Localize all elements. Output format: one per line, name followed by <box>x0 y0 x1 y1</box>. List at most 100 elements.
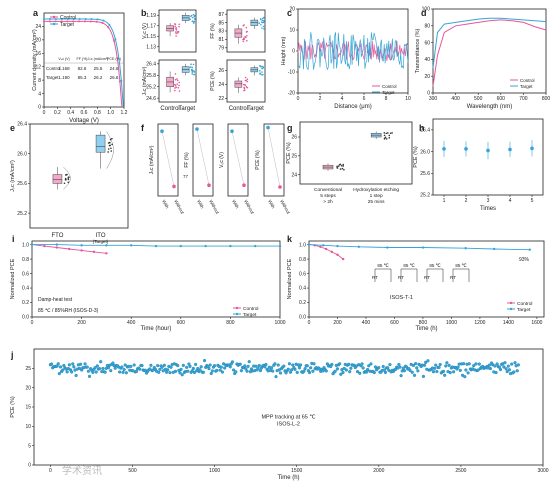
mpp-point <box>495 362 499 366</box>
mpp-point <box>201 370 206 374</box>
legend-target: Target <box>517 307 531 313</box>
legend-control: Control <box>60 15 76 21</box>
x-tick-label: 700 <box>519 96 528 102</box>
point-control <box>178 23 181 26</box>
point-target <box>259 69 261 72</box>
mpp-point <box>297 366 302 370</box>
jv-point <box>107 26 110 29</box>
cycle-step <box>400 268 418 282</box>
mpp-point <box>176 363 180 368</box>
x-tick-label: 1000 <box>446 320 457 326</box>
x-tick-label: 1400 <box>503 320 514 326</box>
y-tick-label: 100 <box>422 7 431 13</box>
mpp-point <box>472 364 476 368</box>
x-axis-label: Times <box>480 206 496 212</box>
legend-marker-control <box>235 306 239 310</box>
with-point <box>160 129 164 133</box>
x-tick-label: 0.6 <box>81 110 88 116</box>
point-control <box>246 39 248 42</box>
mpp-point <box>398 365 402 369</box>
mpp-point <box>506 364 510 368</box>
point-group <box>388 134 391 137</box>
x-category: Target <box>178 106 195 112</box>
mpp-point <box>434 363 438 367</box>
mpp-point <box>87 374 92 378</box>
x-tick-label: 0.2 <box>54 110 61 116</box>
point-target <box>262 17 264 20</box>
y-tick-label: 8 <box>38 78 41 84</box>
jv-point <box>96 18 99 21</box>
y-tick-label: 25 <box>25 366 31 372</box>
method-note: Conventional <box>314 187 342 193</box>
without-point <box>172 184 176 189</box>
point-ito <box>109 138 112 141</box>
point-target <box>260 65 262 68</box>
y-axis-label: Normalized PCE <box>287 258 293 299</box>
transmittance-target <box>432 17 547 68</box>
mpp-point <box>191 366 195 371</box>
y-tick-label: 15 <box>25 405 31 411</box>
mpp-point <box>467 362 471 366</box>
y-axis-label: Transmittance (%) <box>415 28 421 73</box>
table-cell: 1.168 <box>58 66 70 71</box>
paired-link <box>196 128 210 186</box>
mean-point <box>486 148 490 153</box>
mpp-point <box>231 368 236 372</box>
x-tick-label: 500 <box>128 468 137 474</box>
plot-frame <box>432 8 547 94</box>
mpp-point <box>287 362 292 366</box>
cycling-point <box>336 253 339 256</box>
mean-point <box>442 147 446 151</box>
retention-label: 93% <box>519 257 530 263</box>
legend-marker-control <box>52 15 56 19</box>
mpp-point <box>95 364 99 368</box>
mpp-point <box>149 363 153 367</box>
x-category: Control <box>160 106 179 112</box>
point-control <box>178 90 181 92</box>
mpp-point <box>463 375 467 379</box>
mpp-point <box>156 364 160 368</box>
mpp-point <box>377 366 381 370</box>
paired-link <box>161 131 175 187</box>
point-group <box>337 165 340 167</box>
mpp-point <box>295 370 299 375</box>
mpp-point <box>516 363 520 367</box>
y-tick-label: 20 <box>289 7 295 13</box>
point-group <box>385 138 388 140</box>
y-tick-label: 0.4 <box>22 286 29 292</box>
point-target <box>189 18 192 20</box>
mpp-point <box>94 370 98 374</box>
x-tick-label: 1 <box>443 198 446 204</box>
y-axis-label: FF (%) <box>210 23 216 39</box>
point-control <box>174 31 177 33</box>
mpp-point <box>412 373 417 377</box>
mpp-point <box>220 370 225 374</box>
x-tick-label: 4 <box>341 96 344 102</box>
table-row-name: Control <box>46 66 61 71</box>
mpp-point <box>124 371 128 375</box>
mpp-point <box>180 373 184 377</box>
point-control <box>246 35 248 37</box>
y-tick-label: 10 <box>25 424 31 430</box>
mpp-point <box>77 366 82 371</box>
y-axis-label: Jₛc (mA/cm²) <box>10 160 16 192</box>
y-tick-label: 25.2 <box>146 84 156 90</box>
mpp-point <box>57 372 61 376</box>
paired-link <box>231 131 245 186</box>
y-tick-label: 20 <box>35 38 41 44</box>
x-category: FTO <box>51 233 63 239</box>
y-tick-label: 1.15 <box>146 34 156 40</box>
mpp-point <box>113 366 117 370</box>
mpp-point <box>411 363 415 368</box>
y-axis-label: PCE (%) <box>413 146 419 168</box>
point-group <box>342 163 344 166</box>
point-control <box>246 30 249 33</box>
jv-point <box>72 18 75 21</box>
x-axis-label: Distance (μm) <box>334 104 371 110</box>
mpp-point <box>215 368 219 373</box>
mpp-point <box>134 369 139 374</box>
y-tick-label: 24 <box>35 24 41 30</box>
paired-link <box>267 127 281 188</box>
y-tick-label: 12 <box>35 64 41 70</box>
mpp-point <box>199 365 203 369</box>
